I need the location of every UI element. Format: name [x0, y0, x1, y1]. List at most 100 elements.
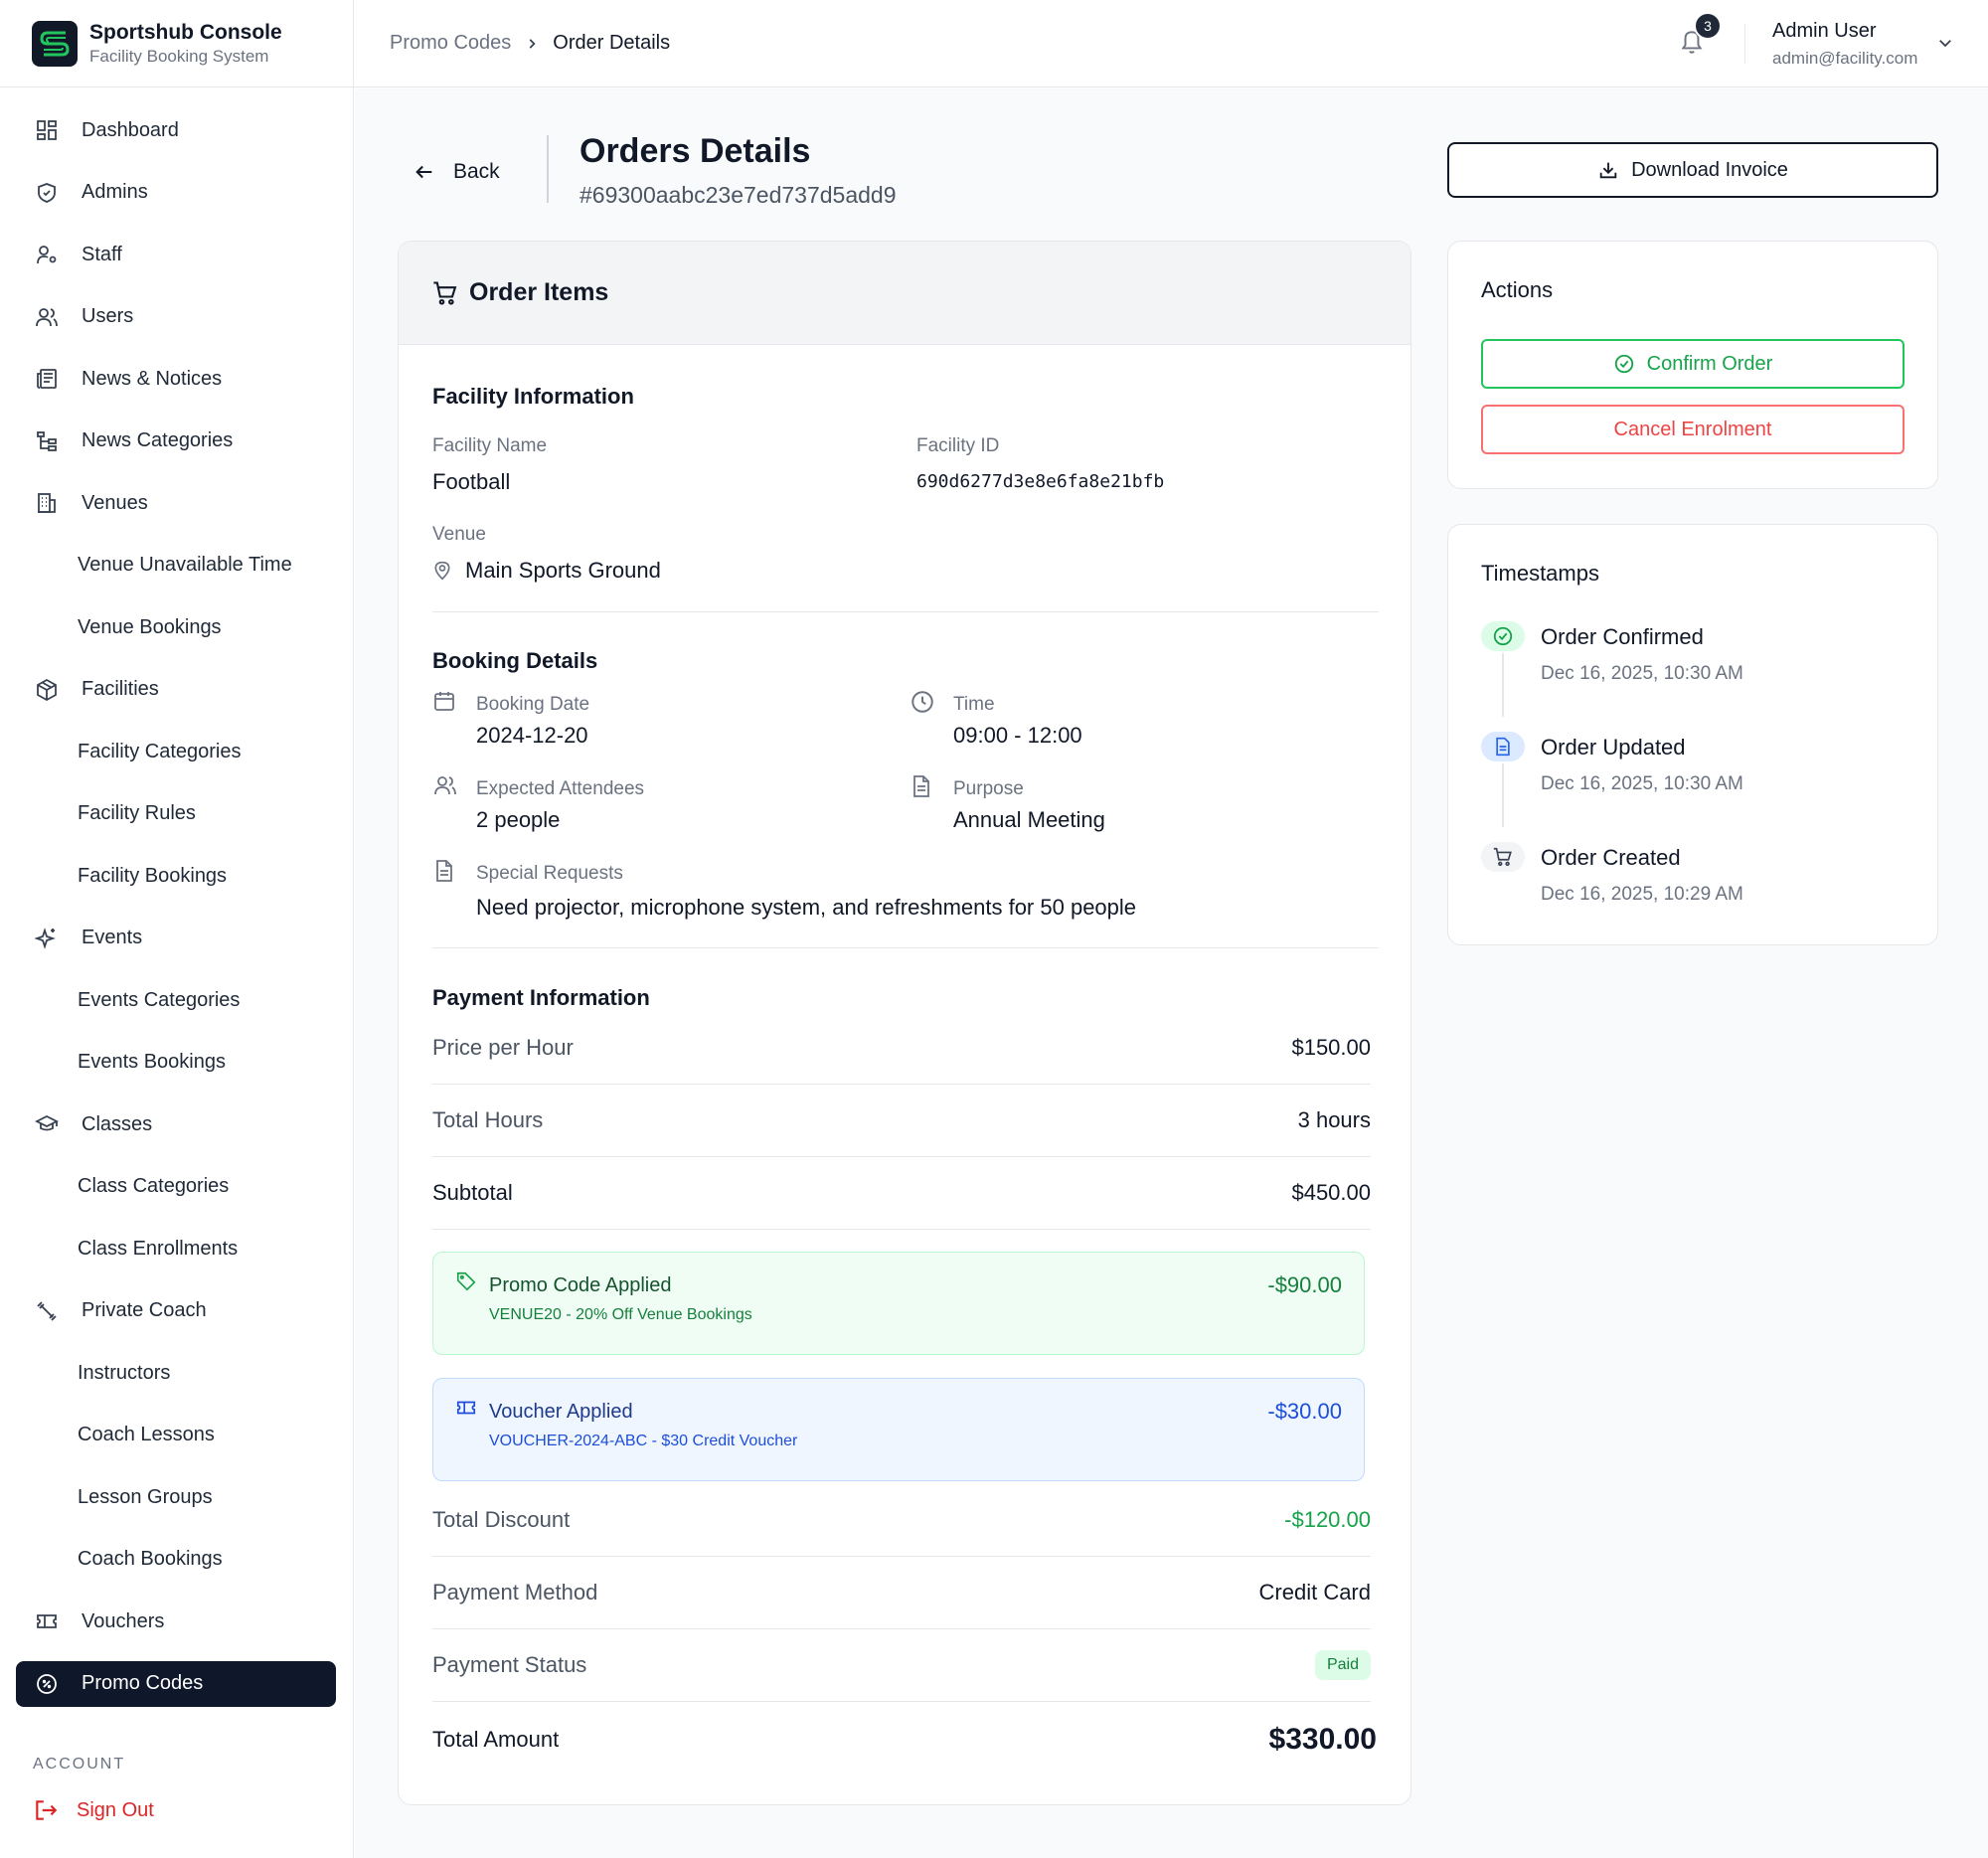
section-divider	[432, 611, 1379, 612]
newspaper-icon	[34, 366, 60, 392]
sidebar-item-label: Events	[82, 927, 143, 948]
timeline-event-time: Dec 16, 2025, 10:30 AM	[1541, 773, 1743, 794]
special-requests-label: Special Requests	[476, 863, 623, 884]
sidebar-item-class-categories[interactable]: Class Categories	[16, 1164, 336, 1210]
tree-icon	[34, 428, 60, 454]
sidebar-item-facility-rules[interactable]: Facility Rules	[16, 791, 336, 837]
sidebar-item-news-notices[interactable]: News & Notices	[16, 356, 336, 402]
check-circle-icon	[1481, 621, 1525, 651]
sidebar-item-lesson-groups[interactable]: Lesson Groups	[16, 1474, 336, 1520]
sidebar-item-coach-bookings[interactable]: Coach Bookings	[16, 1537, 336, 1583]
shopping-cart-icon	[1481, 842, 1525, 872]
sidebar-item-facilities[interactable]: Facilities	[16, 667, 336, 713]
sidebar-item-classes[interactable]: Classes	[16, 1101, 336, 1147]
sidebar-item-facility-categories[interactable]: Facility Categories	[16, 729, 336, 774]
chevron-down-icon[interactable]	[1936, 34, 1954, 57]
sidebar-item-facility-bookings[interactable]: Facility Bookings	[16, 853, 336, 899]
users-icon	[432, 773, 458, 797]
sidebar-item-users[interactable]: Users	[16, 294, 336, 340]
account-section-label: ACCOUNT	[33, 1756, 126, 1773]
time-value: 09:00 - 12:00	[953, 723, 1082, 748]
payment-status-label: Payment Status	[432, 1652, 587, 1677]
sidebar-item-label: Facility Bookings	[78, 864, 228, 887]
payment-information-title: Payment Information	[432, 985, 650, 1010]
subtotal-label: Subtotal	[432, 1180, 513, 1205]
breadcrumb-order-details: Order Details	[553, 32, 671, 54]
user-menu[interactable]: Admin User admin@facility.com	[1772, 20, 1917, 69]
sidebar-item-label: Lesson Groups	[78, 1485, 213, 1508]
time-label: Time	[953, 694, 995, 715]
sidebar-item-private-coach[interactable]: Private Coach	[16, 1288, 336, 1334]
check-circle-icon	[1613, 353, 1635, 375]
sidebar-item-class-enrollments[interactable]: Class Enrollments	[16, 1226, 336, 1271]
timeline-event-title: Order Updated	[1541, 735, 1686, 760]
sidebar-nav: Dashboard Admins Staff Users News & Noti…	[16, 107, 336, 1723]
sidebar-item-promo-codes[interactable]: Promo Codes	[16, 1660, 336, 1707]
breadcrumb: Promo Codes Order Details	[390, 32, 670, 55]
sidebar-item-label: Venue Bookings	[78, 615, 222, 638]
arrow-left-icon	[414, 161, 435, 183]
order-items-title: Order Items	[469, 278, 609, 306]
clock-icon	[910, 689, 935, 715]
sidebar-item-label: Venue Unavailable Time	[78, 554, 292, 576]
sidebar-item-coach-lessons[interactable]: Coach Lessons	[16, 1413, 336, 1458]
sidebar-item-instructors[interactable]: Instructors	[16, 1350, 336, 1396]
cancel-enrolment-button[interactable]: Cancel Enrolment	[1481, 405, 1905, 454]
document-icon	[1481, 732, 1525, 761]
notification-count-badge: 3	[1694, 12, 1722, 40]
actions-title: Actions	[1481, 277, 1554, 302]
purpose-label: Purpose	[953, 778, 1024, 799]
download-invoice-label: Download Invoice	[1631, 158, 1788, 181]
promo-code-box: Promo Code Applied VENUE20 - 20% Off Ven…	[432, 1252, 1365, 1355]
voucher-title: Voucher Applied	[489, 1401, 633, 1423]
sidebar-item-dashboard[interactable]: Dashboard	[16, 107, 336, 153]
timeline-event-time: Dec 16, 2025, 10:29 AM	[1541, 884, 1743, 905]
sidebar-item-label: Facility Categories	[78, 740, 242, 762]
breadcrumb-promo-codes[interactable]: Promo Codes	[390, 32, 512, 54]
total-hours-value: 3 hours	[1297, 1107, 1371, 1132]
section-divider	[432, 947, 1379, 948]
file-text-icon	[432, 858, 456, 884]
timestamps-card: Timestamps Order Confirmed Dec 16, 2025,…	[1447, 524, 1938, 945]
brand[interactable]: Sportshub Console Facility Booking Syste…	[0, 0, 353, 87]
sidebar-item-label: Instructors	[78, 1361, 171, 1384]
timeline-event-time: Dec 16, 2025, 10:30 AM	[1541, 663, 1743, 684]
users-icon	[34, 304, 60, 330]
notifications-bell-icon[interactable]	[1679, 28, 1709, 58]
total-amount-row: Total Amount $330.00	[432, 1723, 1377, 1757]
sparkles-icon	[34, 926, 60, 951]
facility-name-label: Facility Name	[432, 435, 548, 456]
sidebar-item-label: News & Notices	[82, 367, 223, 390]
sidebar-item-venue-unavailable-time[interactable]: Venue Unavailable Time	[16, 543, 336, 589]
payment-status-row: Payment Status Paid	[432, 1629, 1371, 1702]
expected-attendees-label: Expected Attendees	[476, 778, 645, 799]
expected-attendees-value: 2 people	[476, 807, 561, 832]
voucher-box: Voucher Applied VOUCHER-2024-ABC - $30 C…	[432, 1378, 1365, 1481]
sidebar-item-staff[interactable]: Staff	[16, 232, 336, 277]
main-content: Back Orders Details #69300aabc23e7ed737d…	[355, 88, 1988, 1858]
sidebar-item-venue-bookings[interactable]: Venue Bookings	[16, 604, 336, 650]
back-button[interactable]: Back	[414, 160, 500, 184]
building-icon	[34, 490, 60, 516]
sidebar-item-label: Private Coach	[82, 1299, 207, 1321]
total-discount-row: Total Discount -$120.00	[432, 1484, 1371, 1557]
confirm-order-button[interactable]: Confirm Order	[1481, 339, 1905, 389]
sidebar-item-events[interactable]: Events	[16, 916, 336, 961]
promo-code-title: Promo Code Applied	[489, 1274, 672, 1296]
sidebar-item-venues[interactable]: Venues	[16, 480, 336, 526]
price-per-hour-label: Price per Hour	[432, 1035, 574, 1060]
purpose-value: Annual Meeting	[953, 807, 1105, 832]
order-items-header: Order Items	[399, 242, 1410, 345]
chevron-right-icon	[525, 37, 539, 51]
sidebar-item-label: Staff	[82, 243, 122, 265]
download-invoice-button[interactable]: Download Invoice	[1447, 142, 1938, 198]
total-amount-label: Total Amount	[432, 1727, 560, 1752]
sidebar-item-events-categories[interactable]: Events Categories	[16, 977, 336, 1023]
sidebar-item-label: Class Categories	[78, 1175, 230, 1197]
sidebar-item-events-bookings[interactable]: Events Bookings	[16, 1040, 336, 1086]
sidebar-item-admins[interactable]: Admins	[16, 170, 336, 216]
sidebar-item-news-categories[interactable]: News Categories	[16, 419, 336, 464]
sidebar-item-vouchers[interactable]: Vouchers	[16, 1599, 336, 1644]
sign-out-button[interactable]: Sign Out	[33, 1797, 154, 1823]
tag-icon	[455, 1270, 477, 1292]
